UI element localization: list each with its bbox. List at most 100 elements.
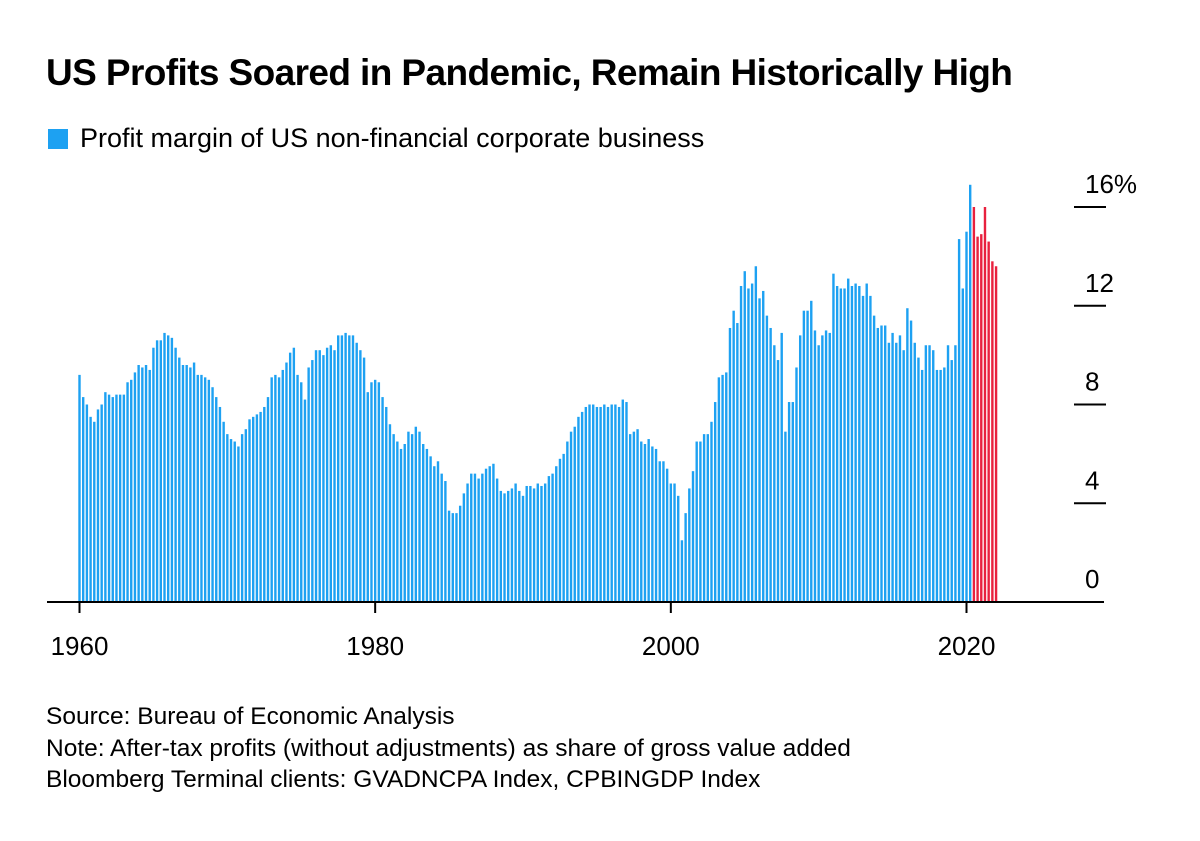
y-tick-label: 8 (1085, 367, 1099, 397)
bar (462, 493, 466, 603)
terminal-note: Bloomberg Terminal clients: GVADNCPA Ind… (46, 766, 761, 793)
bar (946, 345, 950, 602)
bar (887, 342, 891, 602)
bar (344, 332, 347, 602)
x-axis: 1960 1980 2000 2020 (47, 601, 1104, 661)
bar (876, 327, 879, 602)
footer: Source: Bureau of Economic Analysis Note… (46, 701, 851, 796)
bar (248, 419, 251, 602)
bar (215, 397, 218, 602)
bar (507, 490, 510, 602)
bar (647, 439, 650, 602)
bar (835, 286, 839, 602)
bar (784, 431, 787, 602)
bar (961, 288, 964, 602)
bar (422, 444, 425, 602)
bar (122, 394, 126, 603)
bar (780, 332, 783, 602)
bar (699, 441, 702, 602)
bar (252, 416, 255, 602)
x-tick-label: 2000 (642, 631, 700, 661)
bar (736, 323, 739, 602)
bar (259, 411, 262, 602)
methodology-note: Note: After-tax profits (without adjustm… (46, 734, 851, 762)
bar (414, 426, 418, 602)
bar (296, 374, 299, 603)
bar (920, 369, 924, 602)
bar (481, 473, 484, 603)
bar (381, 397, 384, 602)
bar (159, 340, 163, 602)
bar (739, 286, 743, 602)
bar (495, 478, 499, 602)
bar (665, 468, 669, 602)
bar (677, 495, 680, 602)
y-tick-label: 0 (1085, 564, 1099, 594)
bar (178, 357, 181, 602)
bar (625, 402, 628, 602)
source-note: Source: Bureau of Economic Analysis (46, 703, 455, 730)
legend-swatch (48, 128, 68, 149)
bar (192, 362, 196, 602)
bar (455, 513, 458, 603)
bar (880, 325, 883, 602)
bar (451, 513, 454, 603)
bar (917, 357, 920, 602)
bar (943, 367, 946, 602)
bar (518, 490, 521, 602)
bar (795, 367, 798, 602)
bar (891, 332, 894, 602)
bar (706, 434, 709, 603)
bar (514, 483, 517, 602)
bar (658, 461, 661, 602)
bar (924, 345, 928, 602)
bar (980, 234, 983, 602)
bar (141, 367, 144, 602)
bar (750, 283, 754, 602)
bar (525, 485, 528, 602)
bar (987, 241, 990, 602)
bar (810, 300, 813, 602)
bar (713, 402, 717, 602)
bar (828, 332, 831, 602)
bar (373, 379, 377, 602)
bar (82, 397, 85, 602)
bar (754, 266, 758, 602)
bar-chart: 0 4 8 12 16% 1960 1980 2000 2020 (47, 169, 1137, 661)
bar (913, 342, 916, 602)
bar (628, 434, 632, 603)
bar (377, 382, 381, 602)
bar (359, 350, 362, 602)
bar (610, 404, 613, 602)
bar (362, 357, 366, 602)
bar (536, 483, 539, 602)
bar (163, 332, 166, 602)
bar (551, 473, 554, 603)
bar (847, 278, 850, 602)
bar (189, 367, 192, 602)
bar (104, 392, 107, 602)
bar (433, 466, 436, 602)
bar (222, 421, 225, 602)
bar (555, 466, 558, 602)
bar (906, 308, 909, 602)
bar (329, 345, 333, 602)
bar (573, 426, 576, 602)
bar (325, 347, 329, 602)
bar (118, 394, 122, 603)
bar (832, 273, 835, 602)
bar (355, 342, 358, 602)
bar (396, 441, 399, 602)
bar (710, 421, 713, 602)
bar (429, 456, 432, 602)
bar (592, 404, 595, 602)
bar (484, 468, 488, 602)
bar (167, 335, 170, 603)
bar (858, 286, 861, 602)
bar (488, 466, 491, 602)
bar (300, 382, 303, 602)
x-tick-label: 1980 (346, 631, 404, 661)
bar (584, 406, 588, 602)
bar (769, 327, 772, 602)
bar (270, 377, 273, 602)
